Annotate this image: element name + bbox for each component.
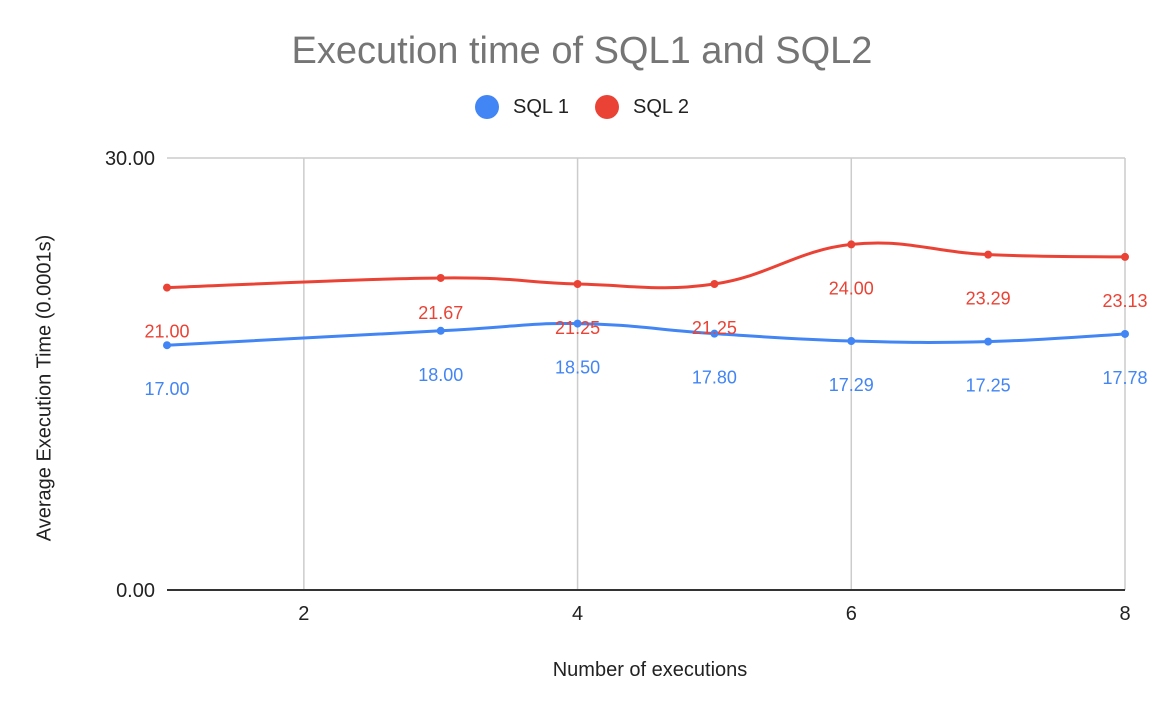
data-label: 17.25 [966, 376, 1011, 396]
legend-label-sql2: SQL 2 [633, 95, 689, 118]
data-point [710, 329, 719, 338]
x-tick-label: 6 [846, 603, 857, 625]
data-point [984, 250, 993, 259]
legend-item-sql2[interactable]: SQL 2 [595, 95, 689, 119]
data-point [436, 273, 445, 282]
series-line-sql1 [166, 322, 1126, 347]
y-tick-label: 30.00 [105, 148, 155, 170]
chart-title: Execution time of SQL1 and SQL2 [291, 30, 873, 72]
legend: SQL 1 SQL 2 [0, 95, 1164, 119]
legend-swatch-sql1 [475, 95, 500, 119]
series-line-sql2 [166, 241, 1126, 290]
data-label: 21.25 [692, 318, 737, 338]
y-tick-label: 0.00 [116, 580, 155, 602]
data-point [710, 280, 719, 288]
data-label: 17.78 [1102, 368, 1147, 388]
legend-item-sql1[interactable]: SQL 1 [475, 95, 569, 119]
x-axis-title: Number of executions [552, 659, 748, 681]
legend-label-sql1: SQL 1 [513, 95, 569, 118]
data-point [1121, 252, 1129, 261]
y-axis-title: Average Execution Time (0.0001s) [33, 234, 56, 542]
data-label: 18.50 [555, 358, 600, 378]
data-label: 23.29 [966, 289, 1011, 309]
data-point [163, 283, 171, 292]
x-tick-label: 4 [572, 603, 583, 625]
data-label: 21.00 [144, 322, 189, 342]
data-point [847, 337, 856, 346]
data-point [573, 319, 582, 328]
x-tick-label: 2 [298, 603, 309, 625]
data-label: 18.00 [418, 365, 463, 385]
data-point [847, 240, 856, 249]
data-label: 24.00 [829, 278, 874, 298]
data-label: 17.80 [692, 368, 737, 388]
legend-swatch-sql2 [595, 95, 619, 119]
data-label: 17.00 [144, 379, 189, 399]
data-label: 23.13 [1102, 291, 1147, 311]
data-point [573, 280, 582, 288]
data-point [163, 341, 171, 350]
data-label: 21.67 [418, 303, 463, 323]
data-label: 21.25 [555, 318, 600, 338]
data-point [1121, 329, 1129, 338]
data-point [984, 337, 993, 346]
data-point [436, 326, 445, 335]
x-tick-label: 8 [1119, 603, 1130, 625]
data-label: 17.29 [829, 375, 874, 395]
